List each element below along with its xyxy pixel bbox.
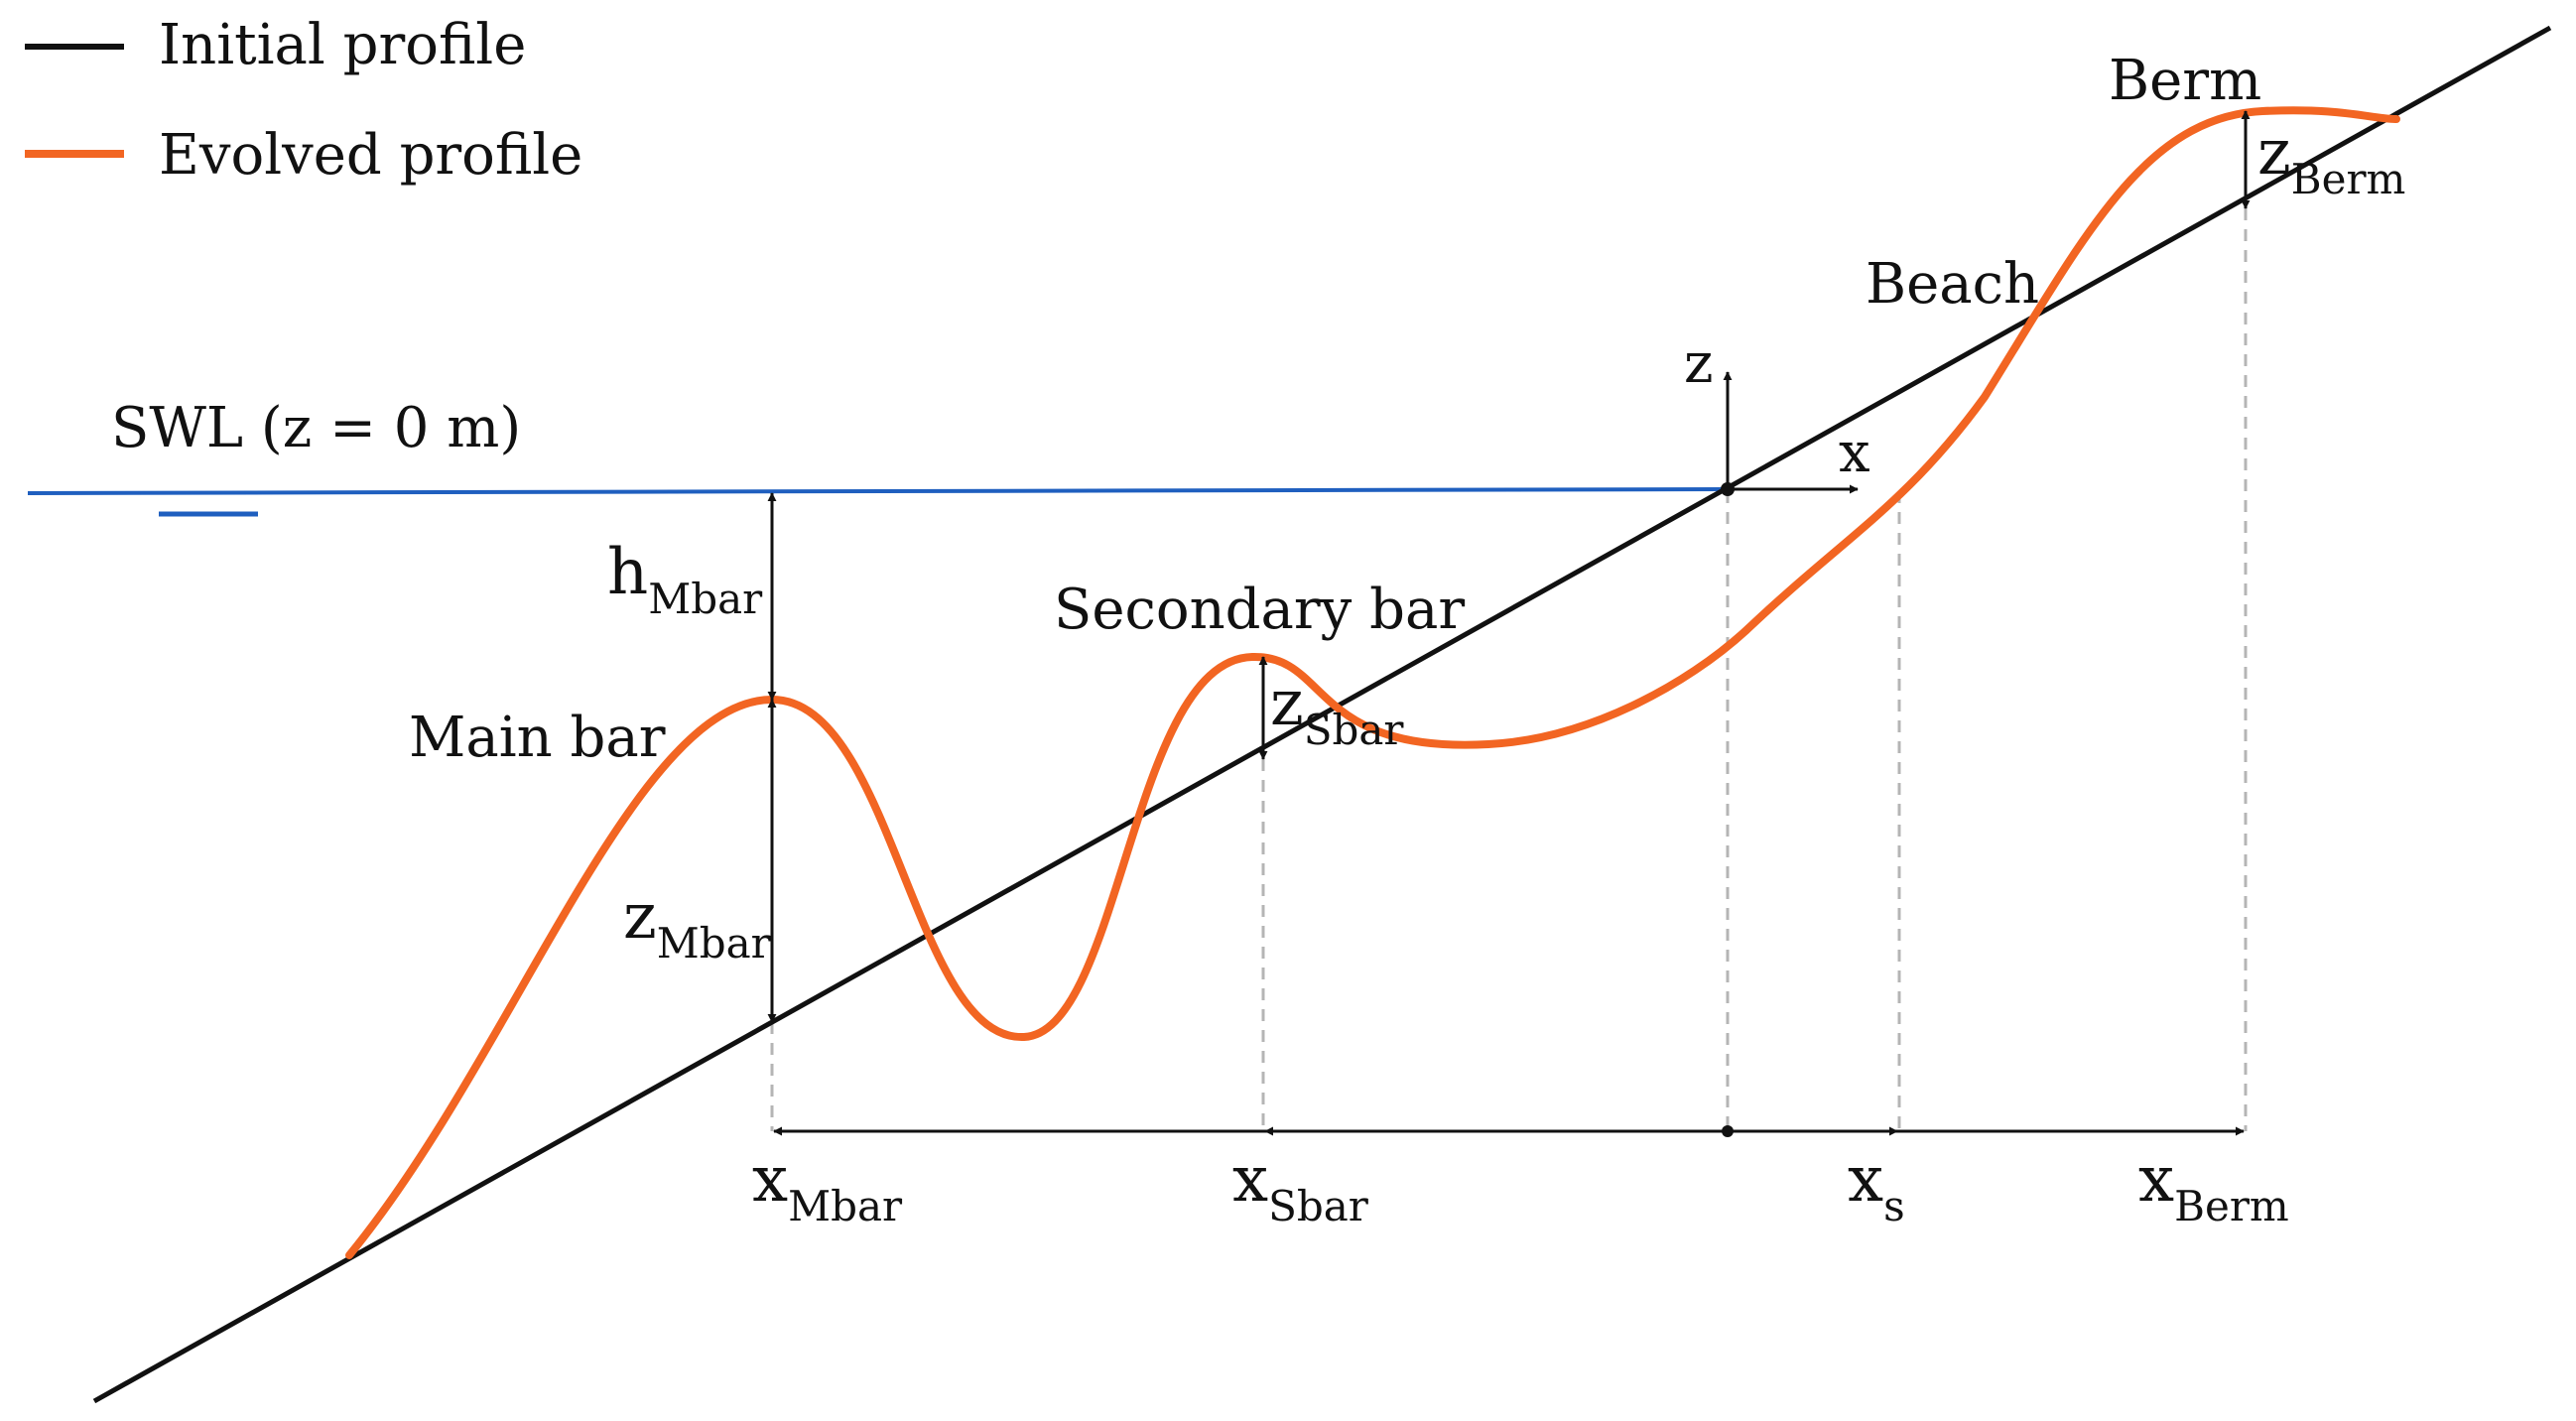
axis-z-label: z [1684,331,1714,396]
var-z-sbar: zSbar [1270,667,1404,754]
var-x-mbar: xMbar [752,1143,903,1230]
initial-profile-line [92,25,2552,1404]
legend-initial-label: Initial profile [159,13,526,77]
label-secondary-bar: Secondary bar [1054,578,1465,642]
vertical-arrows [767,110,2251,1023]
x-origin-dot [1722,1125,1734,1137]
var-x-berm: xBerm [2138,1143,2289,1230]
legend-evolved-label: Evolved profile [159,123,582,188]
var-z-mbar: zMbar [623,880,772,968]
label-berm: Berm [2109,49,2261,113]
label-beach: Beach [1866,252,2039,317]
axes-origin-dot [1721,482,1735,496]
label-main-bar: Main bar [409,706,666,770]
var-x-sbar: xSbar [1232,1143,1369,1230]
axis-x-label: x [1839,421,1870,485]
swl-line [27,487,1729,495]
swl-label: SWL (z = 0 m) [111,396,521,460]
var-h-mbar: hMbar [607,536,763,623]
var-x-s: xs [1848,1143,1905,1230]
guide-lines [770,208,2248,1131]
evolved-profile-curve [345,106,2400,1259]
legend: Initial profile Evolved profile [25,13,582,188]
swl: SWL (z = 0 m) [27,396,1729,517]
var-z-berm: zBerm [2257,116,2405,203]
local-axes [1723,371,1859,494]
